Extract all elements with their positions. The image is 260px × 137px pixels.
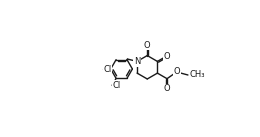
Text: Cl: Cl <box>113 81 121 90</box>
Text: O: O <box>173 67 180 76</box>
Text: O: O <box>163 52 170 61</box>
Text: O: O <box>164 85 170 93</box>
Text: O: O <box>144 41 151 49</box>
Text: N: N <box>134 57 140 66</box>
Text: Cl: Cl <box>103 65 112 74</box>
Text: CH₃: CH₃ <box>190 71 205 79</box>
